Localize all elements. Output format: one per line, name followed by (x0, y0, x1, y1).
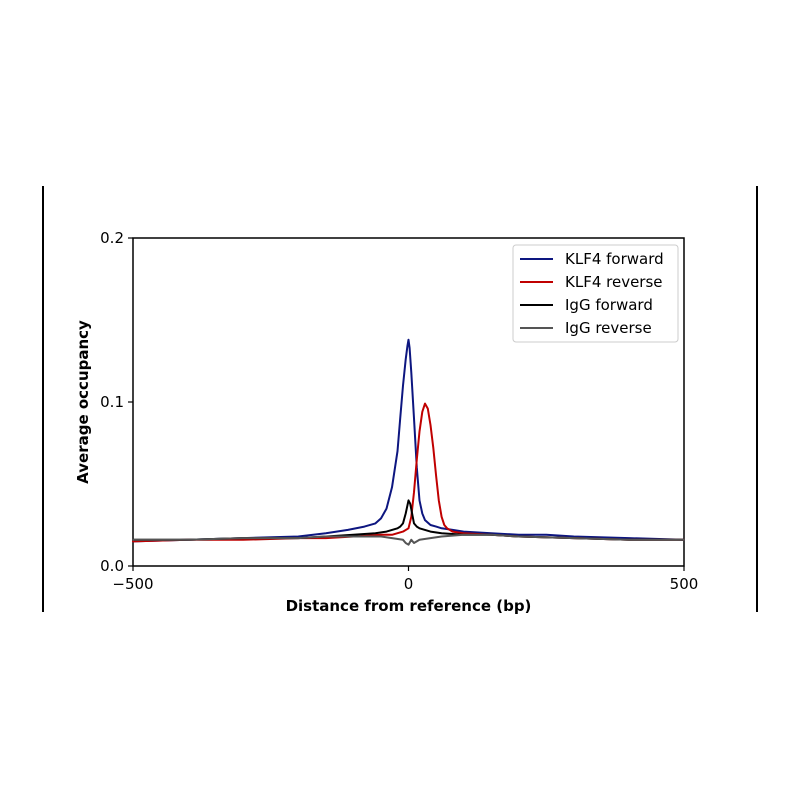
y-tick-label: 0.0 (100, 557, 124, 575)
axis-ticks: −500 0 500 0.0 0.1 0.2 (100, 229, 698, 593)
x-tick-label: 0 (404, 575, 414, 593)
series-line-igg-reverse (132, 533, 685, 546)
legend: KLF4 forward KLF4 reverse IgG forward IgG r… (512, 244, 679, 343)
series-layer (132, 338, 685, 546)
x-axis-label: Distance from reference (bp) (286, 597, 532, 615)
series-line-klf4-forward (132, 338, 685, 543)
x-tick-label: −500 (112, 575, 153, 593)
legend-label-klf4-forward: KLF4 forward (565, 250, 664, 268)
x-tick-label: 500 (670, 575, 699, 593)
y-axis-label: Average occupancy (74, 320, 92, 484)
y-tick-label: 0.2 (100, 229, 124, 247)
legend-box (512, 244, 679, 343)
y-tick-label: 0.1 (100, 393, 124, 411)
legend-label-klf4-reverse: KLF4 reverse (565, 273, 663, 291)
legend-label-igg-reverse: IgG reverse (565, 319, 652, 337)
legend-label-igg-forward: IgG forward (565, 296, 653, 314)
